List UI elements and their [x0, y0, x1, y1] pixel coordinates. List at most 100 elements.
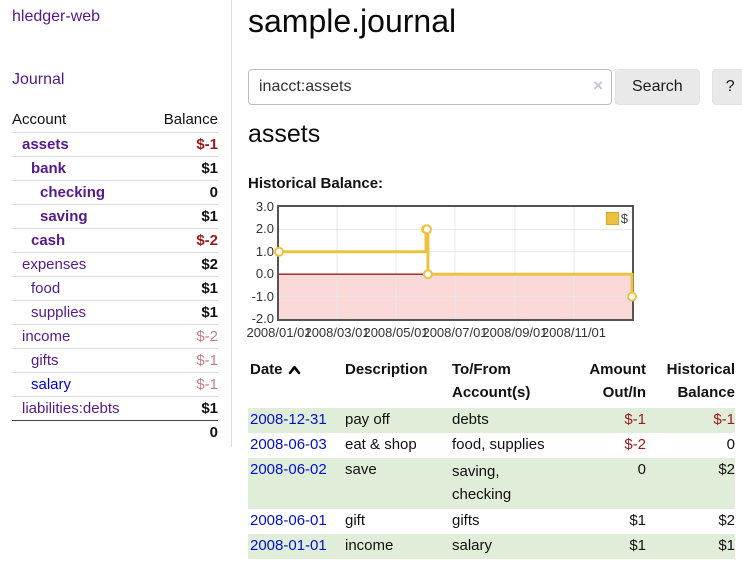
- transaction-date-link[interactable]: 2008-06-01: [250, 512, 327, 529]
- y-tick-label: -2.0: [251, 311, 274, 326]
- search-bar: × Search ?: [248, 69, 742, 105]
- account-balance: $1: [201, 400, 218, 417]
- y-tick-label: -1.0: [251, 288, 274, 304]
- page-title: sample.journal: [248, 3, 457, 39]
- transaction-accounts: salary: [452, 537, 493, 554]
- transaction-balance: $1: [718, 537, 735, 554]
- account-balance: $2: [201, 256, 218, 273]
- account-link-supplies[interactable]: supplies: [31, 304, 87, 321]
- transaction-date-link[interactable]: 2008-06-03: [250, 436, 327, 453]
- sort-ascending-icon: [288, 365, 300, 375]
- amount-column-header: Amount Out/In: [589, 361, 646, 401]
- y-tick-label: 3.0: [255, 199, 274, 214]
- account-link-assets[interactable]: assets: [22, 136, 69, 153]
- main-content: sample.journal × Search ? assets Histori…: [246, 0, 742, 582]
- register-row[interactable]: 2008-01-01 income salary $1 $1: [248, 534, 735, 559]
- balance-chart: $ 3.0 2.0 1.0 0.0 -1.0 -2.0 2008/01/01 2008/03/…: [246, 199, 742, 353]
- date-column-header[interactable]: Date: [248, 358, 345, 408]
- account-link-checking[interactable]: checking: [40, 184, 106, 201]
- transaction-amount: 0: [637, 461, 646, 478]
- account-link-liabilities-debts[interactable]: liabilities:debts: [22, 400, 120, 417]
- transaction-date-link[interactable]: 2008-01-01: [250, 537, 327, 554]
- x-tick-label: 2008/11/01: [541, 325, 607, 340]
- search-input[interactable]: [248, 69, 612, 105]
- account-row: checking 0: [12, 180, 218, 204]
- account-row: income $-2: [12, 324, 218, 348]
- account-row: cash $-2: [12, 228, 218, 252]
- transaction-accounts: debts: [452, 411, 489, 428]
- accounts-column-header: To/From Account(s): [452, 361, 531, 401]
- accounts-table-header: Account Balance: [12, 106, 218, 132]
- transaction-accounts: gifts: [452, 512, 480, 529]
- legend-label: $: [620, 211, 628, 226]
- account-row: assets $-1: [12, 132, 218, 156]
- account-row: gifts $-1: [12, 348, 218, 372]
- search-button[interactable]: Search: [615, 69, 700, 105]
- account-balance: $-2: [196, 232, 218, 249]
- chart-canvas: [274, 207, 637, 319]
- transaction-description: eat & shop: [345, 436, 417, 453]
- sidebar: hledger-web Journal Account Balance asse…: [0, 0, 232, 447]
- transaction-date-link[interactable]: 2008-12-31: [250, 411, 327, 428]
- account-link-income[interactable]: income: [22, 328, 71, 345]
- account-balance: 0: [209, 184, 218, 201]
- account-link-bank[interactable]: bank: [31, 160, 67, 177]
- transaction-balance: $2: [718, 461, 735, 478]
- clear-search-icon[interactable]: ×: [593, 76, 603, 95]
- transaction-balance: 0: [726, 436, 735, 453]
- transaction-balance: $2: [718, 512, 735, 529]
- x-tick-label: 2008/05/01: [363, 325, 429, 340]
- transaction-amount: $-2: [624, 436, 646, 453]
- account-row: saving $1: [12, 204, 218, 228]
- account-balance: $-1: [196, 352, 218, 369]
- y-tick-label: 2.0: [255, 221, 274, 237]
- account-balance: $1: [201, 304, 218, 321]
- balance-column-header: Historical Balance: [666, 361, 735, 401]
- account-balance: $1: [201, 160, 218, 177]
- register-row[interactable]: 2008-06-01 gift gifts $1 $2: [248, 509, 735, 534]
- account-row: expenses $2: [12, 252, 218, 276]
- transaction-amount: $1: [629, 537, 646, 554]
- account-balance: $-1: [196, 376, 218, 393]
- account-link-cash[interactable]: cash: [31, 232, 66, 249]
- transaction-accounts: saving, checking: [452, 463, 512, 503]
- register-table: Date Description To/From Account(s) Amou…: [248, 358, 735, 559]
- transaction-balance: $-1: [713, 411, 735, 428]
- transaction-accounts: food, supplies: [452, 436, 545, 453]
- account-heading: assets: [248, 120, 321, 148]
- chart-title: Historical Balance:: [248, 175, 384, 192]
- y-tick-label: 1.0: [255, 243, 274, 259]
- y-tick-label: 0.0: [255, 266, 274, 282]
- legend-swatch-icon: [605, 212, 619, 225]
- chart-plot-area[interactable]: $: [274, 205, 637, 321]
- account-row: salary $-1: [12, 372, 218, 396]
- x-tick-label: 2008/07/01: [422, 325, 488, 340]
- search-input-wrap: ×: [248, 69, 612, 105]
- account-link-gifts[interactable]: gifts: [31, 352, 59, 369]
- register-row[interactable]: 2008-12-31 pay off debts $-1 $-1: [248, 408, 735, 433]
- account-row: food $1: [12, 276, 218, 300]
- sidebar-item-journal[interactable]: Journal: [12, 71, 65, 88]
- transaction-description: pay off: [345, 411, 390, 428]
- register-row[interactable]: 2008-06-03 eat & shop food, supplies $-2…: [248, 433, 735, 458]
- account-link-salary[interactable]: salary: [31, 376, 72, 393]
- transaction-description: income: [345, 537, 394, 554]
- account-balance: $-2: [196, 328, 218, 345]
- register-row[interactable]: 2008-06-02 save saving, checking 0 $2: [248, 458, 735, 509]
- account-link-food[interactable]: food: [31, 280, 61, 297]
- account-balance: $1: [201, 280, 218, 297]
- balance-column-header: Balance: [163, 110, 218, 128]
- transaction-amount: $-1: [624, 411, 646, 428]
- account-link-saving[interactable]: saving: [40, 208, 88, 225]
- app-title-link[interactable]: hledger-web: [12, 8, 101, 25]
- register-header-row: Date Description To/From Account(s) Amou…: [248, 358, 735, 408]
- account-link-expenses[interactable]: expenses: [22, 256, 87, 273]
- account-row: bank $1: [12, 156, 218, 180]
- account-balance: $-1: [196, 136, 218, 153]
- x-tick-label: 2008/01/01: [246, 325, 312, 340]
- transaction-date-link[interactable]: 2008-06-02: [250, 461, 327, 478]
- account-balance: $1: [201, 208, 218, 225]
- chart-legend: $: [605, 211, 628, 226]
- search-help-button[interactable]: ?: [711, 69, 742, 105]
- transaction-amount: $1: [629, 512, 646, 529]
